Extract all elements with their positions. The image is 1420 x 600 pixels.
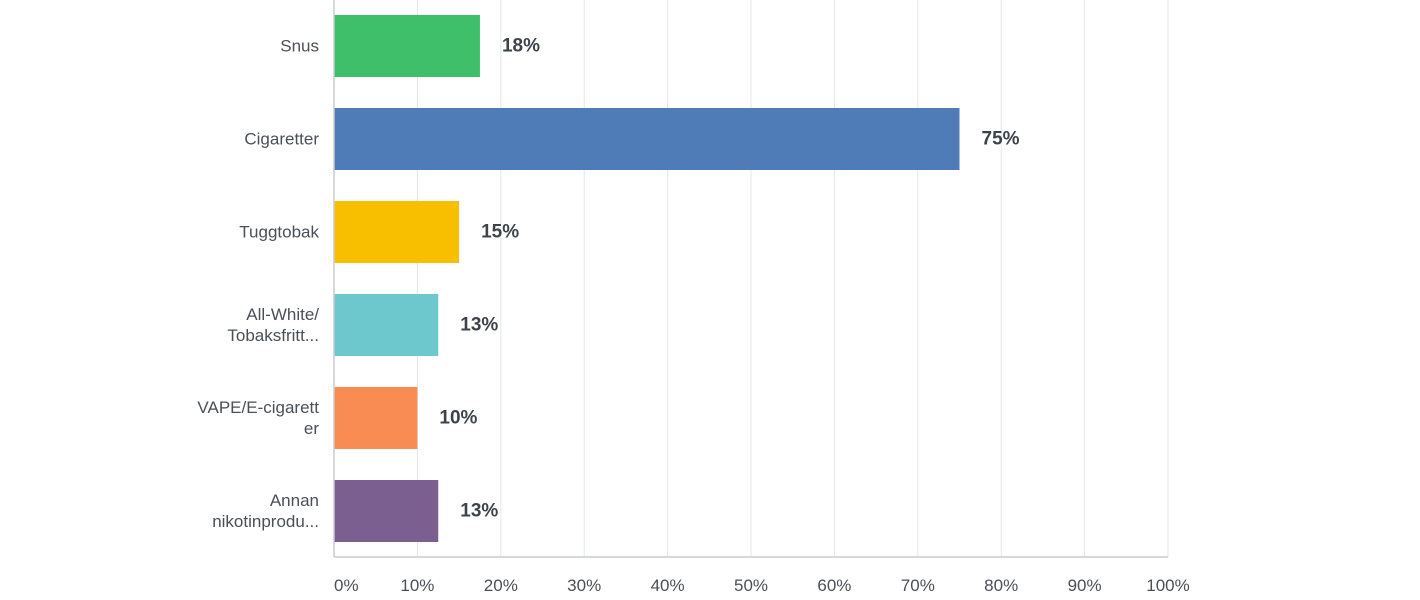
category-label-4: VAPE/E-cigarett er bbox=[197, 398, 319, 438]
value-label-5: 13% bbox=[460, 501, 498, 522]
category-label-0-line-0: Snus bbox=[280, 37, 319, 56]
x-tick-label-7: 70% bbox=[901, 576, 935, 595]
x-tick-label-2: 20% bbox=[484, 576, 518, 595]
category-label-4-line-0: VAPE/E-cigarett bbox=[197, 398, 319, 417]
grid-layer bbox=[416, 0, 1169, 557]
category-label-3: All-White/Tobaksfritt... bbox=[227, 305, 319, 345]
bar-2[interactable] bbox=[334, 201, 460, 263]
bar-0[interactable] bbox=[334, 15, 480, 77]
bar-4[interactable] bbox=[334, 387, 418, 449]
bar-5[interactable] bbox=[334, 480, 439, 542]
x-tick-label-10: 100% bbox=[1146, 576, 1189, 595]
value-label-2: 15% bbox=[481, 222, 519, 243]
x-tick-label-5: 50% bbox=[734, 576, 768, 595]
category-label-5-line-0: Annan bbox=[270, 491, 319, 510]
category-label-4-line-1: er bbox=[304, 419, 319, 438]
bar-1[interactable] bbox=[334, 108, 960, 170]
x-tick-label-8: 80% bbox=[984, 576, 1018, 595]
bar-3[interactable] bbox=[334, 294, 439, 356]
category-label-3-line-0: All-White/ bbox=[246, 305, 319, 324]
value-label-0: 18% bbox=[502, 36, 540, 57]
category-label-2: Tuggtobak bbox=[239, 223, 319, 242]
axis-layer: 0% 10% 20% 30% 40% 50% 60% 70% 80% 90% 100% bbox=[333, 0, 1190, 595]
value-label-4: 10% bbox=[439, 408, 477, 429]
category-label-5: Annan nikotinprodu... bbox=[212, 491, 319, 531]
category-label-0: Snus bbox=[280, 37, 319, 56]
value-label-1: 75% bbox=[982, 129, 1020, 150]
category-label-3-line-1: Tobaksfritt... bbox=[227, 326, 319, 345]
x-tick-label-3: 30% bbox=[567, 576, 601, 595]
x-tick-label-4: 40% bbox=[651, 576, 685, 595]
category-label-5-line-1: nikotinprodu... bbox=[212, 512, 319, 531]
x-tick-label-0: 0% bbox=[334, 576, 359, 595]
category-label-1-line-0: Cigaretter bbox=[244, 130, 319, 149]
x-tick-label-9: 90% bbox=[1068, 576, 1102, 595]
category-label-2-line-0: Tuggtobak bbox=[239, 223, 319, 242]
x-tick-label-6: 60% bbox=[817, 576, 851, 595]
category-label-1: Cigaretter bbox=[244, 130, 319, 149]
value-label-3: 13% bbox=[460, 315, 498, 336]
x-tick-label-1: 10% bbox=[400, 576, 434, 595]
bar-layer: 18% Snus 75% Cigaretter 15% Tuggtobak 13% All-W… bbox=[197, 15, 1020, 542]
